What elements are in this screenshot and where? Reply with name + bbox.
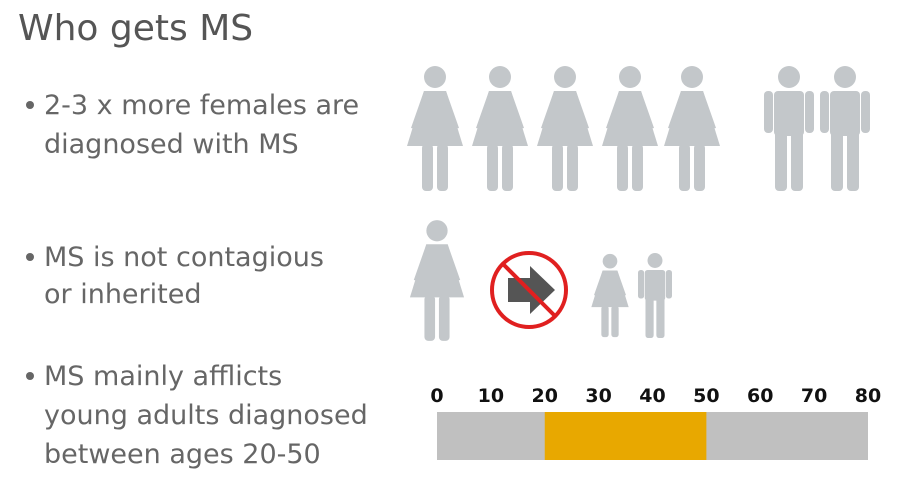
female-icon	[602, 66, 658, 191]
prohibit-circle	[490, 251, 568, 329]
male-icon	[764, 66, 814, 191]
tick-label: 10	[478, 385, 504, 407]
tick-label: 50	[693, 385, 719, 407]
age-range	[544, 412, 707, 460]
female-icon	[409, 220, 465, 341]
male-icon	[820, 66, 870, 191]
no-inherit-sign	[490, 251, 568, 329]
tick-label: 80	[855, 385, 881, 407]
female-icon	[472, 66, 528, 191]
bullet-line: young adults diagnosed	[44, 400, 368, 431]
tick-label: 40	[639, 385, 665, 407]
bullet-line: 2-3 x more females are	[44, 90, 359, 121]
tick-label: 60	[747, 385, 773, 407]
bullet-line: between ages 20-50	[44, 439, 321, 470]
female-icon	[664, 66, 720, 191]
bullet-dot	[26, 101, 34, 109]
child-female-icon	[591, 253, 629, 338]
tick-label: 30	[585, 385, 611, 407]
female-icon	[537, 66, 593, 191]
bullet-line: or inherited	[44, 279, 201, 310]
tick-label: 0	[430, 385, 443, 407]
people	[407, 66, 870, 341]
age-scale: 0 10 20 30 40 50 60 70 80	[430, 385, 881, 460]
bullet-line: MS mainly afflicts	[44, 361, 282, 392]
bullet-line: diagnosed with MS	[44, 129, 299, 160]
title: Who gets MS	[18, 8, 253, 49]
bullet-dot	[26, 372, 34, 380]
bullet-dot	[26, 253, 34, 261]
bullet-dots	[26, 101, 34, 380]
prohibit-slash	[501, 262, 557, 318]
female-icon	[407, 66, 463, 191]
bullet-line: MS is not contagious	[44, 242, 324, 273]
tick-label: 20	[532, 385, 558, 407]
child-male-icon	[638, 253, 672, 338]
tick-label: 70	[801, 385, 827, 407]
